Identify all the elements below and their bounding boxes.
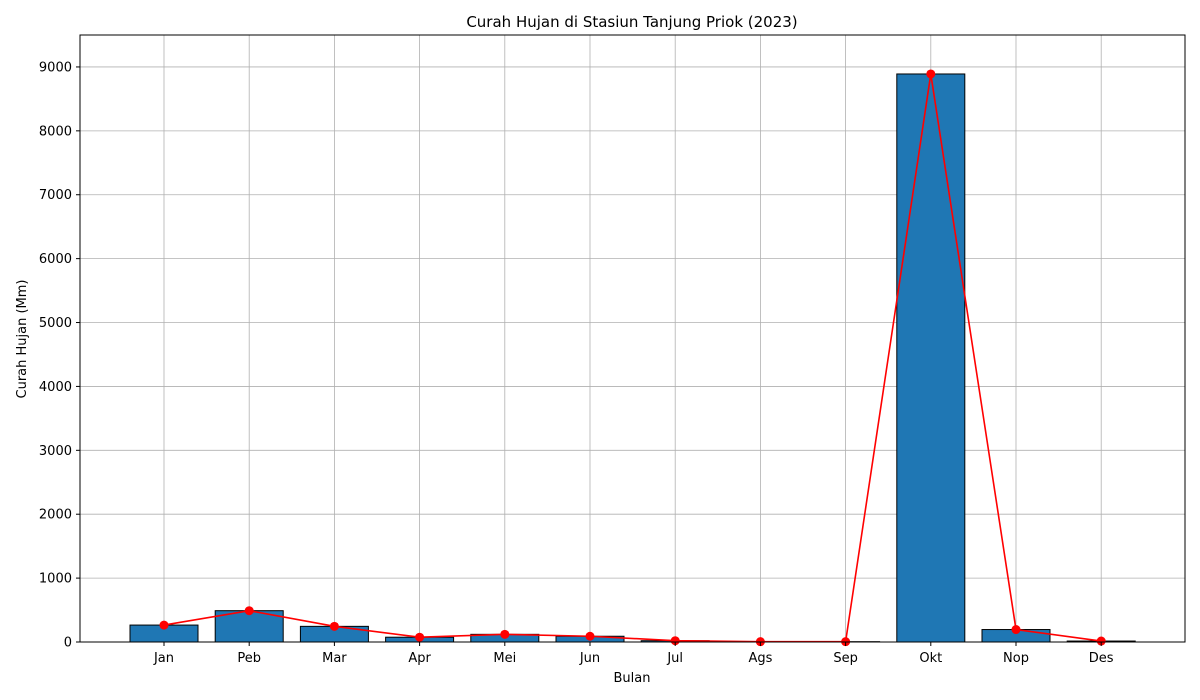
bars: [129, 73, 1136, 643]
x-tick-label: Okt: [919, 651, 942, 666]
plot-area-frame: [79, 34, 1186, 643]
line-point-des: [1096, 636, 1106, 646]
line-point-okt: [926, 69, 936, 79]
y-tick-label: 0: [64, 636, 72, 651]
x-tick-label: Nop: [1003, 651, 1029, 666]
x-tick-label: Mar: [322, 651, 347, 666]
chart-title: Curah Hujan di Stasiun Tanjung Priok (20…: [466, 13, 797, 31]
y-tick-label: 4000: [39, 380, 72, 395]
y-tick-label: 7000: [39, 188, 72, 203]
line-point-peb: [244, 606, 254, 616]
x-tick-label: Sep: [833, 651, 858, 666]
line-point-mar: [329, 621, 339, 631]
y-tick-label: 2000: [39, 508, 72, 523]
grid-lines: [80, 35, 1185, 643]
x-tick-label: Mei: [493, 651, 516, 666]
x-tick-label: Jan: [153, 651, 174, 666]
y-tick-label: 1000: [39, 572, 72, 587]
line-point-jul: [670, 636, 680, 646]
y-tick-label: 9000: [39, 60, 72, 75]
x-tick-label: Jul: [666, 651, 683, 666]
y-tick-label: 6000: [39, 252, 72, 267]
line-overlay: [159, 69, 1106, 647]
line-point-jun: [585, 631, 595, 641]
x-tick-label: Peb: [237, 651, 261, 666]
y-tick-label: 3000: [39, 444, 72, 459]
line-point-mei: [500, 629, 510, 639]
x-tick-label: Des: [1089, 651, 1114, 666]
x-axis-ticks: Jan Peb Mar Apr Mei Jun Jul Ags Sep Okt Nop Des: [153, 642, 1114, 666]
line-point-nop: [1011, 625, 1021, 635]
line-point-jan: [159, 620, 169, 630]
x-axis-title: Bulan: [614, 671, 651, 686]
x-tick-label: Apr: [408, 651, 431, 666]
line-point-apr: [415, 632, 425, 642]
y-axis-title: Curah Hujan (Mm): [15, 280, 30, 399]
bar-okt: [896, 73, 966, 643]
series-line: [163, 73, 1102, 643]
x-tick-label: Ags: [748, 651, 772, 666]
y-tick-label: 5000: [39, 316, 72, 331]
y-axis-ticks: 0 1000 2000 3000 4000 5000 6000 7000 8000 9000: [39, 60, 80, 651]
y-tick-label: 8000: [39, 124, 72, 139]
x-tick-label: Jun: [579, 651, 600, 666]
